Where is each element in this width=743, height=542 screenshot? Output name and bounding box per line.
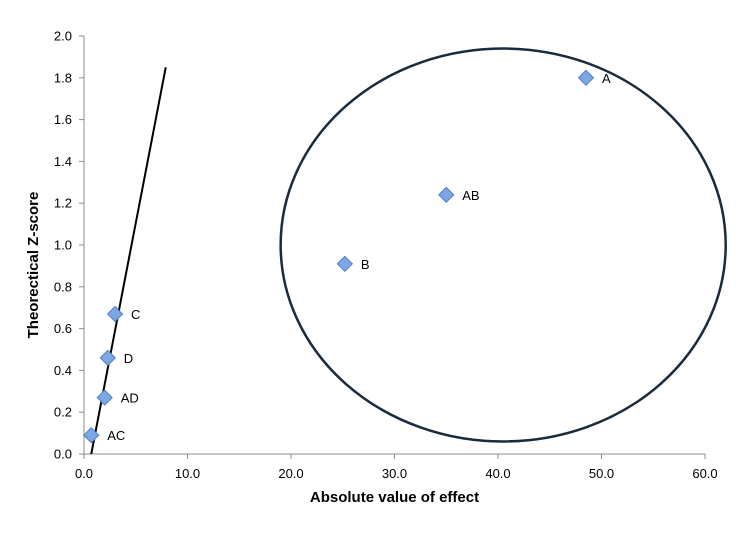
x-tick-label: 0.0 [75,466,93,481]
y-tick-label: 0.8 [54,279,72,294]
point-label-d: D [124,351,133,366]
point-label-b: B [361,257,370,272]
point-label-a: A [602,71,611,86]
x-tick-label: 30.0 [382,466,407,481]
x-tick-label: 20.0 [278,466,303,481]
axes: 0.0 0.2 0.4 0.6 0.8 1.0 1.2 1.4 1.6 1.8 2.0 0.0 10.0… [54,29,718,482]
y-tick-label: 1.4 [54,154,72,169]
data-point-c [106,305,124,323]
y-tick-label: 1.0 [54,238,72,253]
y-tick-label: 1.6 [54,112,72,127]
data-point-a [577,69,595,87]
data-point-ab [438,186,455,204]
highlight-ellipse [279,47,727,443]
point-label-c: C [131,307,140,322]
x-tick-label: 40.0 [485,466,510,481]
y-axis-title: Theorectical Z-score [25,192,42,339]
y-tick-label: 0.2 [54,405,72,420]
highlight-ellipse-group [279,47,727,443]
point-label-ab: AB [462,188,479,203]
x-tick-label: 50.0 [589,466,614,481]
reference-line [90,67,167,455]
x-tick-label: 60.0 [692,466,717,481]
data-points [83,69,595,444]
point-labels: AC AD D C B AB A [107,71,611,443]
y-tick-label: 1.8 [54,70,72,85]
x-tick-label: 10.0 [175,466,200,481]
y-tick-label: 1.2 [54,196,72,211]
point-label-ac: AC [107,428,125,443]
y-tick-label: 2.0 [54,29,72,44]
point-label-ad: AD [121,391,139,406]
y-tick-label: 0.0 [54,447,72,462]
data-point-b [336,255,354,273]
data-point-ad [96,389,113,406]
data-point-ac [83,426,100,444]
data-point-d [99,349,117,367]
x-axis-title: Absolute value of effect [310,489,479,506]
reference-line-group [90,67,167,455]
y-tick-label: 0.4 [54,363,72,378]
y-tick-label: 0.6 [54,321,72,336]
